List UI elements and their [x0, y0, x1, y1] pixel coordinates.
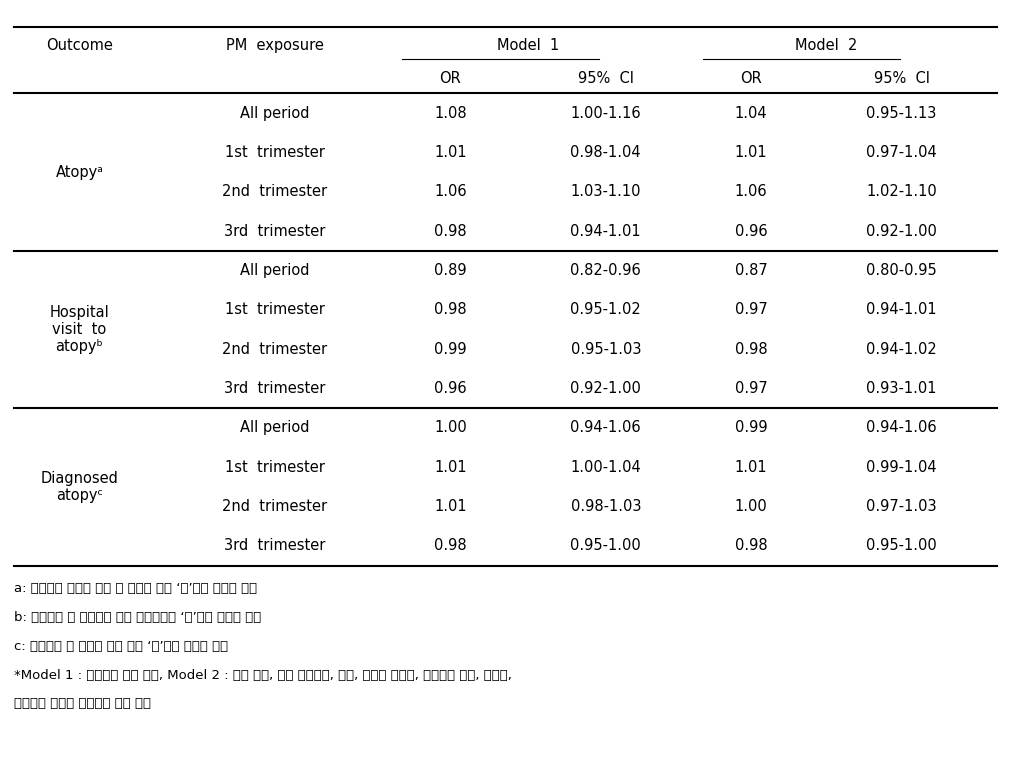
Text: 2nd  trimester: 2nd trimester	[222, 184, 328, 200]
Text: 1st  trimester: 1st trimester	[225, 460, 325, 475]
Text: 1.01: 1.01	[735, 145, 767, 160]
Text: Outcome: Outcome	[45, 37, 113, 53]
Text: 1.00: 1.00	[735, 499, 767, 514]
Text: 0.97: 0.97	[735, 381, 767, 396]
Text: 0.95-1.00: 0.95-1.00	[866, 539, 937, 553]
Text: 1st  trimester: 1st trimester	[225, 302, 325, 317]
Text: 0.92-1.00: 0.92-1.00	[866, 223, 937, 239]
Text: 0.97-1.03: 0.97-1.03	[866, 499, 937, 514]
Text: Model  1: Model 1	[497, 37, 559, 53]
Text: b: 설문문항 중 아토피로 인한 병원방문에 ‘예’라고 응답한 경우: b: 설문문항 중 아토피로 인한 병원방문에 ‘예’라고 응답한 경우	[14, 611, 262, 624]
Text: 0.99: 0.99	[735, 421, 767, 435]
Text: 0.98: 0.98	[735, 342, 767, 356]
Text: 1.08: 1.08	[434, 106, 467, 121]
Text: 0.98: 0.98	[735, 539, 767, 553]
Text: 0.93-1.01: 0.93-1.01	[866, 381, 937, 396]
Text: 1.00: 1.00	[434, 421, 467, 435]
Text: 0.98: 0.98	[434, 223, 467, 239]
Text: 0.80-0.95: 0.80-0.95	[866, 263, 937, 278]
Text: 1.01: 1.01	[735, 460, 767, 475]
Text: 0.94-1.06: 0.94-1.06	[570, 421, 641, 435]
Text: 카페트를 보정한 로지스틱 회귀 분석: 카페트를 보정한 로지스틱 회귀 분석	[14, 697, 152, 710]
Text: 0.97-1.04: 0.97-1.04	[866, 145, 937, 160]
Text: All period: All period	[241, 263, 309, 278]
Text: 0.94-1.06: 0.94-1.06	[866, 421, 937, 435]
Text: atopyᶜ: atopyᶜ	[56, 488, 103, 503]
Text: 2nd  trimester: 2nd trimester	[222, 499, 328, 514]
Text: 0.99-1.04: 0.99-1.04	[866, 460, 937, 475]
Text: 0.98: 0.98	[434, 539, 467, 553]
Text: 1.06: 1.06	[434, 184, 467, 200]
Text: Model  2: Model 2	[796, 37, 857, 53]
Text: 1.02-1.10: 1.02-1.10	[866, 184, 937, 200]
Text: *Model 1 : 로지스틱 회귀 분석, Model 2 : 아기 성별, 산모 교육수준, 수입, 알러지 가족력, 애완동물 여부, 새가구,: *Model 1 : 로지스틱 회귀 분석, Model 2 : 아기 성별, …	[14, 669, 512, 682]
Text: OR: OR	[440, 71, 461, 86]
Text: 0.99: 0.99	[434, 342, 467, 356]
Text: 1.00-1.16: 1.00-1.16	[570, 106, 641, 121]
Text: 95%  CI: 95% CI	[577, 71, 634, 86]
Text: 0.96: 0.96	[735, 223, 767, 239]
Text: 0.95-1.00: 0.95-1.00	[570, 539, 641, 553]
Text: 0.98-1.04: 0.98-1.04	[570, 145, 641, 160]
Text: 0.98-1.03: 0.98-1.03	[570, 499, 641, 514]
Text: Diagnosed: Diagnosed	[40, 471, 118, 486]
Text: 0.82-0.96: 0.82-0.96	[570, 263, 641, 278]
Text: 95%  CI: 95% CI	[874, 71, 929, 86]
Text: 1.03-1.10: 1.03-1.10	[570, 184, 641, 200]
Text: 0.95-1.03: 0.95-1.03	[570, 342, 641, 356]
Text: a: 신체계측 결과지 문항 중 아토피 여부 ‘예’라고 표기된 경우: a: 신체계측 결과지 문항 중 아토피 여부 ‘예’라고 표기된 경우	[14, 582, 258, 595]
Text: 1.06: 1.06	[735, 184, 767, 200]
Text: All period: All period	[241, 106, 309, 121]
Text: Hospital: Hospital	[50, 305, 109, 321]
Text: 0.96: 0.96	[434, 381, 467, 396]
Text: 1st  trimester: 1st trimester	[225, 145, 325, 160]
Text: 0.89: 0.89	[434, 263, 467, 278]
Text: OR: OR	[740, 71, 762, 86]
Text: PM  exposure: PM exposure	[225, 37, 324, 53]
Text: 0.95-1.13: 0.95-1.13	[866, 106, 937, 121]
Text: 0.87: 0.87	[735, 263, 767, 278]
Text: 1.04: 1.04	[735, 106, 767, 121]
Text: visit  to: visit to	[53, 322, 106, 337]
Text: 0.98: 0.98	[434, 302, 467, 317]
Text: 2nd  trimester: 2nd trimester	[222, 342, 328, 356]
Text: 0.94-1.02: 0.94-1.02	[866, 342, 937, 356]
Text: 3rd  trimester: 3rd trimester	[224, 381, 326, 396]
Text: 0.95-1.02: 0.95-1.02	[570, 302, 641, 317]
Text: c: 설문문항 중 아토피 진단 여부 ‘예’라고 응답한 경우: c: 설문문항 중 아토피 진단 여부 ‘예’라고 응답한 경우	[14, 640, 228, 653]
Text: 1.01: 1.01	[434, 460, 467, 475]
Text: 1.01: 1.01	[434, 145, 467, 160]
Text: 0.94-1.01: 0.94-1.01	[570, 223, 641, 239]
Text: Atopyᵃ: Atopyᵃ	[56, 164, 103, 180]
Text: 0.97: 0.97	[735, 302, 767, 317]
Text: 0.94-1.01: 0.94-1.01	[866, 302, 937, 317]
Text: 1.01: 1.01	[434, 499, 467, 514]
Text: atopyᵇ: atopyᵇ	[56, 339, 103, 353]
Text: 3rd  trimester: 3rd trimester	[224, 223, 326, 239]
Text: 3rd  trimester: 3rd trimester	[224, 539, 326, 553]
Text: All period: All period	[241, 421, 309, 435]
Text: 1.00-1.04: 1.00-1.04	[570, 460, 641, 475]
Text: 0.92-1.00: 0.92-1.00	[570, 381, 641, 396]
